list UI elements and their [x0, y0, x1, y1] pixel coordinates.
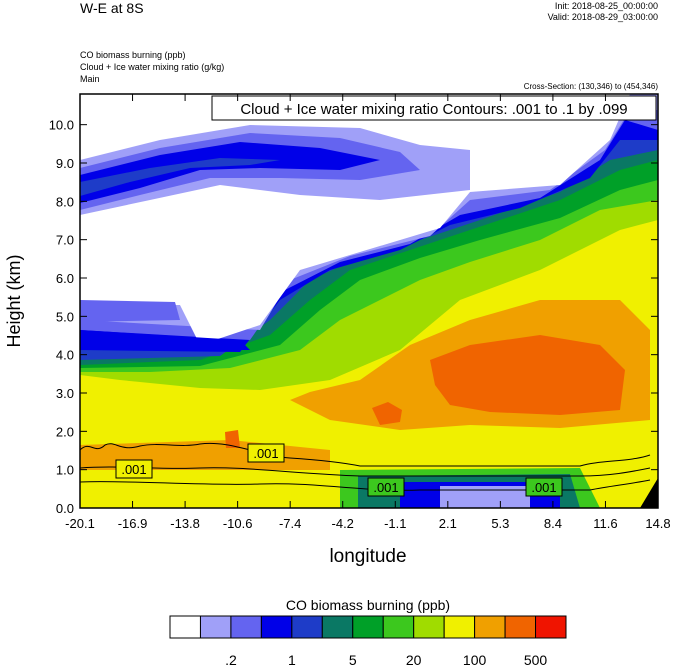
- left-blue-strip2: [80, 330, 250, 350]
- x-tick-label: -13.8: [170, 516, 200, 531]
- contour-label-3: .001: [373, 480, 398, 495]
- colorbar-label: 20: [406, 652, 422, 667]
- colorbar-swatch: [504, 615, 537, 639]
- upper-layer-navy: [80, 158, 280, 196]
- right-corner-yellow: [610, 430, 658, 508]
- contour-label-1: .001: [121, 462, 146, 477]
- plume-darkorange: [430, 335, 625, 415]
- y-tick-label: 9.0: [56, 156, 74, 171]
- valid-time: Valid: 2018-08-29_03:00:00: [547, 12, 658, 22]
- colorbar-swatch: [230, 615, 262, 639]
- y-axis-label: Height (km): [4, 254, 24, 347]
- colorbar-label: 1: [288, 652, 296, 667]
- x-axis-label: longitude: [329, 546, 406, 567]
- colorbar-swatch: [474, 615, 506, 639]
- colorbar-swatch: [260, 615, 293, 639]
- y-tick-label: 3.0: [56, 386, 74, 401]
- y-tick-label: 1.0: [56, 463, 74, 478]
- y-tick-label: 5.0: [56, 309, 74, 324]
- left-blue-strip: [80, 300, 180, 322]
- colorbar-swatch: [535, 615, 567, 639]
- colorbar-label: .2: [225, 652, 237, 667]
- contour-label-4: .001: [531, 480, 556, 495]
- x-tick-label: -4.2: [332, 516, 354, 531]
- x-tick-label: 14.8: [645, 516, 670, 531]
- contour-line-lower: [79, 479, 651, 491]
- heatmap-field: [80, 94, 658, 508]
- field-label-cloud: Cloud + Ice water mixing ratio (g/kg): [80, 62, 225, 72]
- upper-layer-blue: [80, 142, 380, 203]
- field-label-main: Main: [80, 74, 100, 84]
- y-tick-label: 0.0: [56, 501, 74, 516]
- colorbar-title: CO biomass burning (ppb): [286, 597, 450, 613]
- y-tick-label: 4.0: [56, 348, 74, 363]
- contour-title: Cloud + Ice water mixing ratio Contours:…: [240, 101, 627, 118]
- x-tick-label: -16.9: [118, 516, 148, 531]
- colorbar-label: 500: [524, 652, 548, 667]
- colorbar-swatch: [291, 615, 323, 639]
- x-tick-label: 8.4: [544, 516, 562, 531]
- y-tick-label: 2.0: [56, 424, 74, 439]
- plume-darkorange-left: [225, 430, 240, 448]
- contour-title-box: [211, 95, 657, 121]
- colorbar-swatch: [382, 615, 415, 639]
- x-tick-label: -1.1: [384, 516, 406, 531]
- contour-line-upper: [79, 442, 651, 467]
- x-tick-label: 5.3: [491, 516, 509, 531]
- cross-section-label: Cross-Section: (130,346) to (454,346): [523, 82, 658, 91]
- x-tick-label: 11.6: [593, 516, 617, 531]
- x-tick-label: -7.4: [279, 516, 301, 531]
- colorbar-swatch: [199, 615, 232, 639]
- bottom-lightblue: [440, 486, 530, 508]
- colorbar-swatch: [321, 615, 354, 639]
- y-tick-label: 8.0: [56, 194, 74, 209]
- x-tick-label: -20.1: [65, 516, 95, 531]
- colorbar-label: 5: [349, 652, 357, 667]
- x-tick-label: -10.6: [223, 516, 253, 531]
- field-label-co: CO biomass burning (ppb): [80, 50, 186, 60]
- y-tick-label: 7.0: [56, 233, 74, 248]
- terrain-black: [640, 478, 658, 508]
- colorbar-swatch: [443, 615, 476, 639]
- y-tick-label: 10.0: [49, 118, 74, 133]
- colorbar-label: 100: [463, 652, 487, 667]
- y-tick-label: 6.0: [56, 271, 74, 286]
- contour-label-2: .001: [253, 446, 278, 461]
- colorbar-swatch: [169, 615, 201, 639]
- colorbar-swatch: [352, 615, 384, 639]
- plot-title: W-E at 8S: [80, 0, 144, 16]
- colorbar-swatch: [413, 615, 445, 639]
- axes: -20.1 -16.9 -13.8 -10.6 -7.4 -4.2 -1.1 2.1 5.3 8.…: [49, 94, 671, 531]
- contour-labels: .001 .001 .001 .001: [115, 443, 563, 497]
- init-time: Init: 2018-08-25_00:00:00: [554, 1, 658, 11]
- x-tick-label: 2.1: [439, 516, 457, 531]
- colorbar: .2 1 5 20 100 500: [169, 615, 567, 667]
- plot-frame: [79, 93, 659, 509]
- plume-darkorange-small: [372, 402, 402, 425]
